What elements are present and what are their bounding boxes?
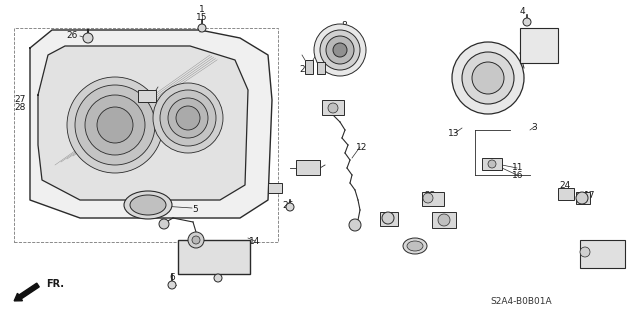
Circle shape <box>523 18 531 26</box>
Circle shape <box>328 103 338 113</box>
Circle shape <box>75 85 155 165</box>
Bar <box>296 160 320 175</box>
Text: 20: 20 <box>410 241 420 250</box>
Circle shape <box>97 107 133 143</box>
Text: 21: 21 <box>600 246 612 255</box>
Circle shape <box>67 77 163 173</box>
Text: 16: 16 <box>512 172 524 181</box>
Bar <box>317 62 325 74</box>
Bar <box>322 100 344 115</box>
Bar <box>305 60 313 74</box>
Circle shape <box>349 219 361 231</box>
Bar <box>422 192 444 206</box>
Text: 17: 17 <box>584 191 596 201</box>
Circle shape <box>192 236 200 244</box>
Bar <box>178 240 250 274</box>
Circle shape <box>168 98 208 138</box>
Circle shape <box>188 232 204 248</box>
Bar <box>138 90 156 102</box>
Text: 2: 2 <box>145 92 151 100</box>
Circle shape <box>85 95 145 155</box>
Ellipse shape <box>124 191 172 219</box>
Text: 26: 26 <box>282 201 294 210</box>
Bar <box>432 212 456 228</box>
Circle shape <box>580 247 590 257</box>
Text: 14: 14 <box>250 238 260 247</box>
Circle shape <box>320 30 360 70</box>
Text: 27: 27 <box>14 95 26 105</box>
Circle shape <box>153 83 223 153</box>
Ellipse shape <box>403 238 427 254</box>
Text: FR.: FR. <box>46 279 64 289</box>
Text: 26: 26 <box>67 31 77 40</box>
Circle shape <box>160 90 216 146</box>
Text: 8: 8 <box>341 21 347 31</box>
Circle shape <box>462 52 514 104</box>
Circle shape <box>326 36 354 64</box>
Circle shape <box>168 281 176 289</box>
Text: 1: 1 <box>199 5 205 14</box>
Bar <box>380 212 398 226</box>
Circle shape <box>333 43 347 57</box>
Circle shape <box>314 24 366 76</box>
Text: 13: 13 <box>448 130 460 138</box>
Polygon shape <box>38 46 248 200</box>
FancyArrow shape <box>14 283 39 301</box>
Ellipse shape <box>130 195 166 215</box>
Circle shape <box>423 193 433 203</box>
Circle shape <box>438 214 450 226</box>
Text: 18: 18 <box>384 216 396 225</box>
Circle shape <box>176 106 200 130</box>
Text: 12: 12 <box>356 144 368 152</box>
Circle shape <box>159 219 169 229</box>
Text: 3: 3 <box>531 123 537 132</box>
Circle shape <box>83 33 93 43</box>
Text: 28: 28 <box>14 103 26 113</box>
Text: 22: 22 <box>600 254 612 263</box>
Bar <box>268 183 282 193</box>
Circle shape <box>286 203 294 211</box>
Ellipse shape <box>407 241 423 251</box>
Bar <box>14 28 278 242</box>
Text: 7: 7 <box>299 164 305 173</box>
Text: 9: 9 <box>215 268 221 277</box>
Text: 5: 5 <box>192 205 198 214</box>
Circle shape <box>382 212 394 224</box>
Text: 25: 25 <box>300 65 310 75</box>
Bar <box>580 240 625 268</box>
Text: 24: 24 <box>559 181 571 189</box>
Bar <box>576 192 590 204</box>
Circle shape <box>452 42 524 114</box>
Text: 4: 4 <box>519 8 525 17</box>
Text: 19: 19 <box>439 213 451 222</box>
Bar <box>482 158 502 170</box>
Text: S2A4-B0B01A: S2A4-B0B01A <box>490 298 552 307</box>
Circle shape <box>472 62 504 94</box>
Bar <box>520 28 558 63</box>
Text: 23: 23 <box>424 191 436 201</box>
Text: 11: 11 <box>512 164 524 173</box>
Text: 2: 2 <box>272 183 278 192</box>
Text: 15: 15 <box>196 13 208 23</box>
Circle shape <box>198 24 206 32</box>
Circle shape <box>576 192 588 204</box>
Circle shape <box>214 274 222 282</box>
Text: 10: 10 <box>324 106 336 115</box>
Polygon shape <box>30 30 272 218</box>
Bar <box>558 188 574 200</box>
Text: 6: 6 <box>169 273 175 283</box>
Circle shape <box>488 160 496 168</box>
